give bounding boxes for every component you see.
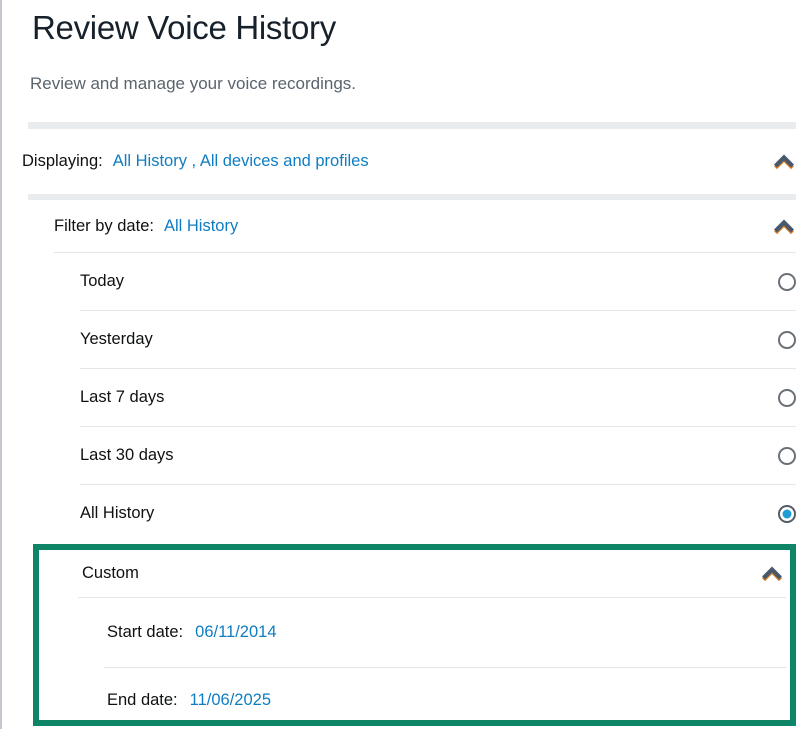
chevron-up-icon[interactable] [774,154,794,169]
start-date-row: Start date: 06/11/2014 [39,598,790,668]
divider [80,426,796,427]
displaying-label: Displaying: [22,152,103,170]
section-divider [28,194,796,200]
radio-button-selected[interactable] [778,504,796,523]
option-label: All History [80,504,155,522]
option-label: Today [80,272,125,290]
filter-option-all-history[interactable]: All History [2,485,809,542]
start-date-label: Start date: [107,622,184,641]
end-date-value-link[interactable]: 11/06/2025 [189,690,271,709]
end-date-row: End date: 11/06/2025 [39,668,790,720]
option-label: Last 7 days [80,388,165,406]
radio-button[interactable] [778,272,796,291]
divider [104,667,786,669]
page-subtitle: Review and manage your voice recordings. [30,74,357,93]
radio-button[interactable] [778,446,796,465]
divider [80,368,796,369]
divider [80,484,796,485]
custom-accordion-header[interactable]: Custom [39,550,790,597]
custom-date-range-highlight-box: Custom Start date: 06/11/2014 End date: … [33,544,796,726]
filter-by-date-value-link[interactable]: All History [163,216,239,235]
end-date-label: End date: [107,690,178,709]
start-date-value-link[interactable]: 06/11/2014 [195,622,277,641]
filter-by-date-accordion-header[interactable]: Filter by date: All History [2,200,809,252]
chevron-up-icon[interactable] [774,219,794,234]
chevron-up-icon[interactable] [762,566,782,581]
option-label: Last 30 days [80,446,174,464]
radio-button[interactable] [778,330,796,349]
radio-button[interactable] [778,388,796,407]
custom-label: Custom [82,563,139,582]
filter-option-last-7-days[interactable]: Last 7 days [2,369,809,426]
filter-option-yesterday[interactable]: Yesterday [2,311,809,368]
filter-option-today[interactable]: Today [2,253,809,310]
divider [80,310,796,311]
filter-by-date-label: Filter by date: [54,216,154,235]
filter-option-last-30-days[interactable]: Last 30 days [2,427,809,484]
displaying-accordion-header[interactable]: Displaying: All History , All devices an… [2,129,809,194]
option-label: Yesterday [80,330,153,348]
section-divider [28,122,796,129]
divider [78,596,786,598]
displaying-value-link[interactable]: All History , All devices and profiles [112,152,369,170]
divider [54,252,796,253]
page-title: Review Voice History [32,9,336,46]
